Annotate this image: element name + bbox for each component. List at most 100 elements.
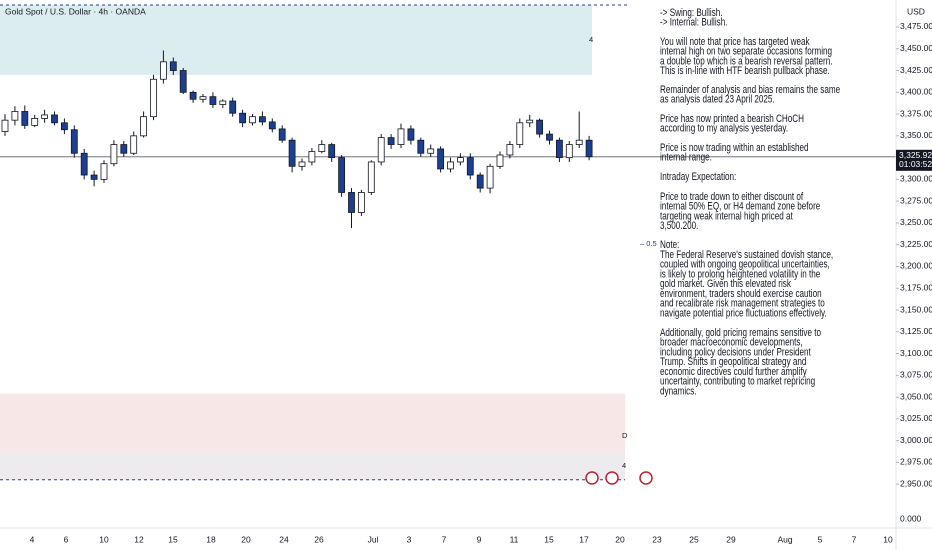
- x-tick-label: 20: [241, 534, 251, 544]
- last-price-label: 3,325.925: [899, 150, 932, 160]
- candle-body: [229, 100, 237, 114]
- candle: [130, 131, 138, 156]
- candle-body: [546, 133, 553, 141]
- x-tick-label: 23: [652, 534, 662, 544]
- analysis-notes: -> Swing: Bullish.-> Internal: Bullish. Y…: [660, 7, 840, 398]
- candle-body: [249, 116, 256, 124]
- last-price-box: [896, 149, 932, 171]
- y-tick-label: 2,950.000: [900, 478, 932, 488]
- candle: [100, 160, 108, 183]
- x-tick-label: 5: [818, 534, 823, 544]
- x-tick-label: 17: [579, 534, 589, 544]
- candle: [288, 137, 296, 173]
- event-icon[interactable]: [639, 471, 653, 485]
- note-line: navigate potential price fluctuations ef…: [660, 307, 827, 320]
- note-line: coupled with ongoing geopolitical uncert…: [660, 259, 830, 272]
- x-tick-label: 7: [852, 534, 857, 544]
- x-tick-label: Aug: [777, 534, 792, 544]
- x-tick-label: 18: [206, 534, 216, 544]
- event-icon[interactable]: [605, 471, 619, 485]
- y-tick-label: 3,450.000: [900, 43, 932, 53]
- candle-body: [1, 119, 9, 132]
- y-tick-label: 3,025.000: [900, 413, 932, 423]
- y-tick-label: 3,200.000: [900, 261, 932, 271]
- candle-body: [417, 139, 425, 154]
- candle: [90, 170, 98, 187]
- annotation: 4: [589, 35, 593, 44]
- candle: [417, 137, 425, 157]
- candle-body: [536, 119, 543, 135]
- candle: [338, 155, 346, 197]
- candle: [1, 114, 9, 136]
- candle: [278, 125, 286, 143]
- candle: [516, 118, 524, 149]
- candle-body: [140, 116, 148, 137]
- note-line: and recalibrate risk management strategi…: [660, 298, 825, 311]
- candle: [575, 111, 583, 149]
- candle-body: [258, 116, 266, 123]
- candle-body: [387, 137, 395, 145]
- x-tick-label: 10: [99, 534, 109, 544]
- zone: [0, 5, 592, 75]
- candle: [556, 137, 563, 162]
- note-line: internal 50% EQ, or H4 demand zone befor…: [660, 201, 820, 214]
- y-tick-label: 3,300.000: [900, 174, 932, 184]
- candle-body: [466, 157, 474, 176]
- candle: [318, 140, 326, 154]
- candle: [565, 141, 573, 162]
- y-tick-label: 3,075.000: [900, 370, 932, 380]
- candle-body: [338, 157, 346, 193]
- candle: [229, 97, 237, 117]
- x-tick-label: 11: [510, 534, 519, 544]
- zone: [0, 393, 625, 452]
- y-tick-label: 3,150.000: [900, 304, 932, 314]
- note-line: gold market. Given this elevated risk: [660, 278, 791, 291]
- candle: [189, 90, 197, 103]
- y-tick-label: 3,275.000: [900, 195, 932, 205]
- event-icon[interactable]: [585, 471, 599, 485]
- candle-body: [278, 128, 286, 141]
- candle-body: [179, 70, 187, 93]
- candle: [140, 111, 148, 138]
- candle: [298, 158, 306, 171]
- candle-body: [486, 165, 494, 189]
- note-line: according to my analysis yesterday.: [660, 123, 788, 136]
- candle-body: [575, 139, 583, 145]
- candle-body: [526, 119, 534, 124]
- candle-body: [61, 122, 68, 131]
- candle: [41, 109, 48, 123]
- candle: [239, 109, 247, 128]
- candle: [407, 125, 415, 145]
- candle: [397, 123, 405, 149]
- candle: [21, 105, 29, 129]
- candle: [169, 57, 177, 75]
- note-line: economic directives could further amplif…: [660, 366, 807, 379]
- candle: [526, 114, 534, 128]
- note-line: -> Swing: Bullish.: [660, 7, 723, 20]
- x-tick-label: 29: [726, 534, 736, 544]
- candle: [328, 142, 336, 162]
- candle-body: [150, 78, 157, 118]
- y-tick-label: 3,125.000: [900, 326, 932, 336]
- x-tick-label: 20: [615, 534, 625, 544]
- candle-body: [447, 161, 454, 170]
- candle: [80, 148, 88, 180]
- candle: [536, 118, 543, 138]
- y-tick-label: 3,225.000: [900, 239, 932, 249]
- note-line: is likely to prolong heightened volatili…: [660, 268, 820, 281]
- note-line: The Federal Reserve's sustained dovish s…: [660, 249, 833, 262]
- candle-body: [427, 148, 435, 154]
- x-tick-label: 3: [407, 534, 412, 544]
- plot-layer: [0, 50, 896, 229]
- candle: [70, 125, 78, 158]
- candle-body: [288, 139, 296, 167]
- candle-body: [565, 144, 573, 159]
- annotation: D: [622, 431, 628, 440]
- candle-body: [80, 152, 88, 176]
- candle-body: [397, 128, 405, 145]
- candle: [367, 160, 375, 196]
- note-line: Intraday Expectation:: [660, 171, 736, 184]
- y-tick-label: 3,350.000: [900, 130, 932, 140]
- annotation: – 0.5: [640, 239, 657, 248]
- zone: [0, 451, 625, 480]
